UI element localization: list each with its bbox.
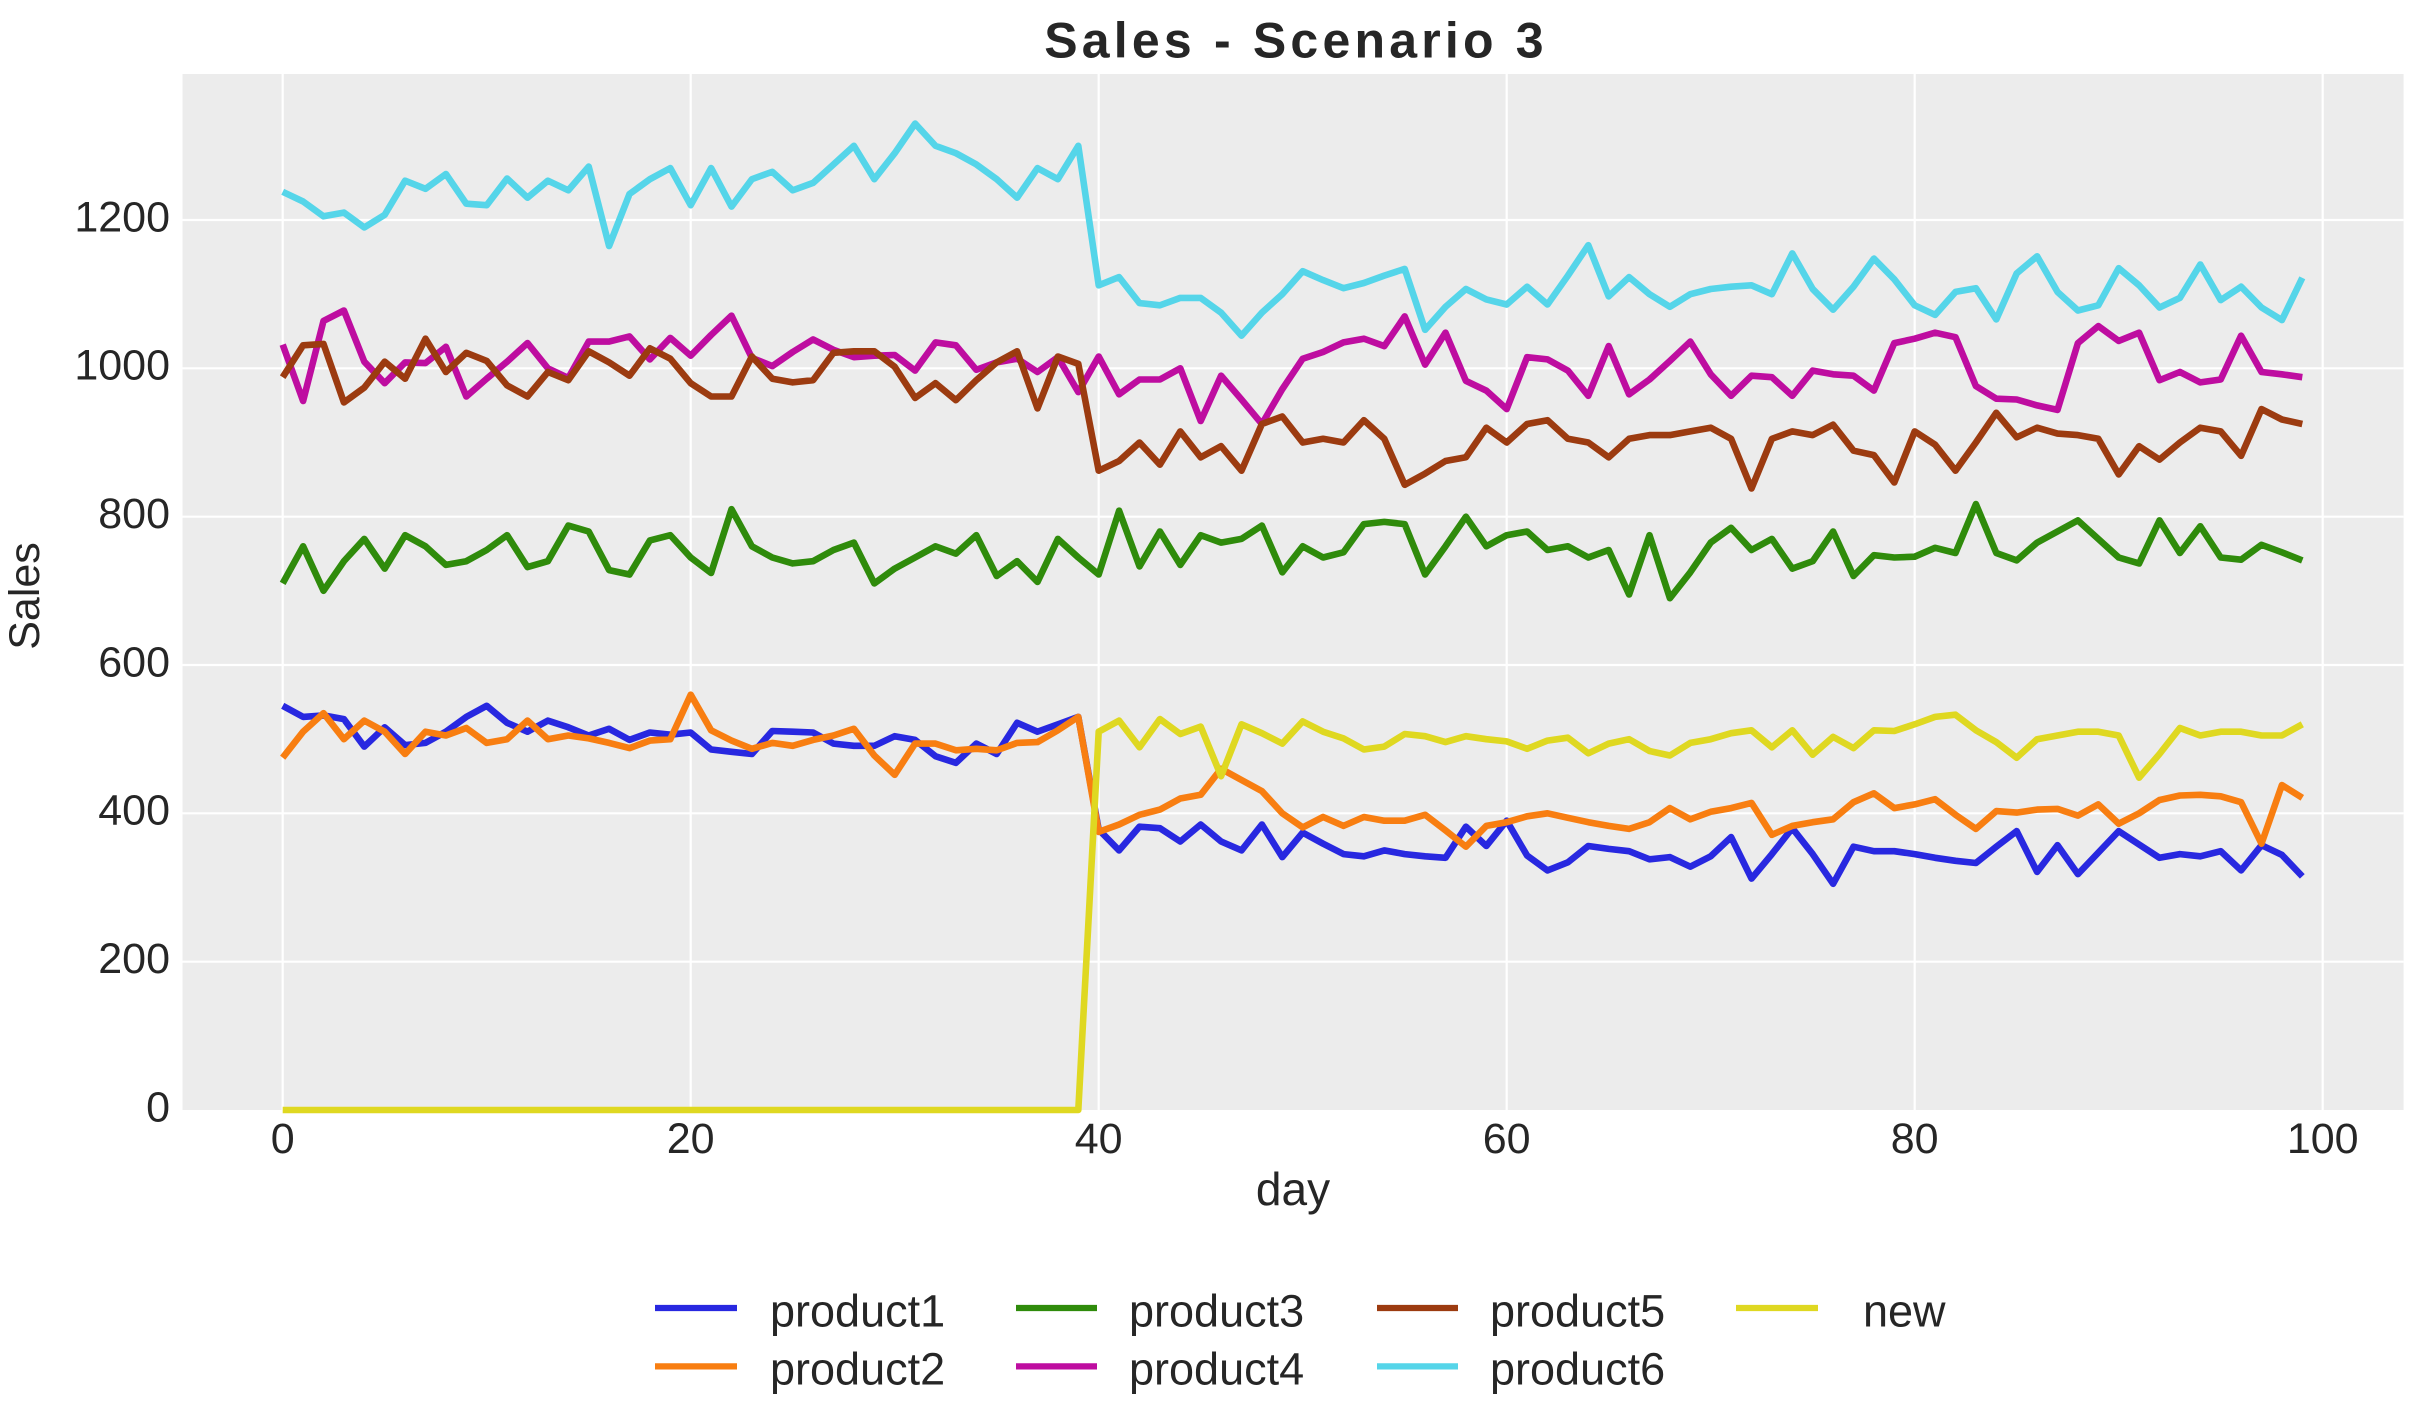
svg-text:80: 80	[1891, 1115, 1939, 1163]
svg-text:product4: product4	[1129, 1344, 1304, 1395]
svg-text:20: 20	[667, 1115, 715, 1163]
svg-text:40: 40	[1075, 1115, 1123, 1163]
svg-text:600: 600	[98, 638, 170, 686]
svg-text:60: 60	[1483, 1115, 1531, 1163]
svg-text:Sales - Scenario 3: Sales - Scenario 3	[1044, 12, 1548, 68]
svg-text:100: 100	[2287, 1115, 2359, 1163]
svg-text:product2: product2	[770, 1344, 945, 1395]
svg-text:product6: product6	[1490, 1344, 1665, 1395]
svg-text:product5: product5	[1490, 1285, 1665, 1336]
svg-text:1000: 1000	[74, 342, 170, 390]
svg-text:product1: product1	[770, 1285, 945, 1336]
svg-text:400: 400	[98, 787, 170, 835]
svg-text:0: 0	[146, 1083, 170, 1131]
svg-text:1200: 1200	[74, 193, 170, 241]
svg-text:Sales: Sales	[1, 542, 49, 650]
svg-text:0: 0	[271, 1115, 295, 1163]
svg-text:product3: product3	[1129, 1285, 1304, 1336]
svg-text:200: 200	[98, 935, 170, 983]
svg-text:800: 800	[98, 490, 170, 538]
svg-text:new: new	[1863, 1285, 1946, 1336]
svg-text:day: day	[1256, 1163, 1330, 1215]
